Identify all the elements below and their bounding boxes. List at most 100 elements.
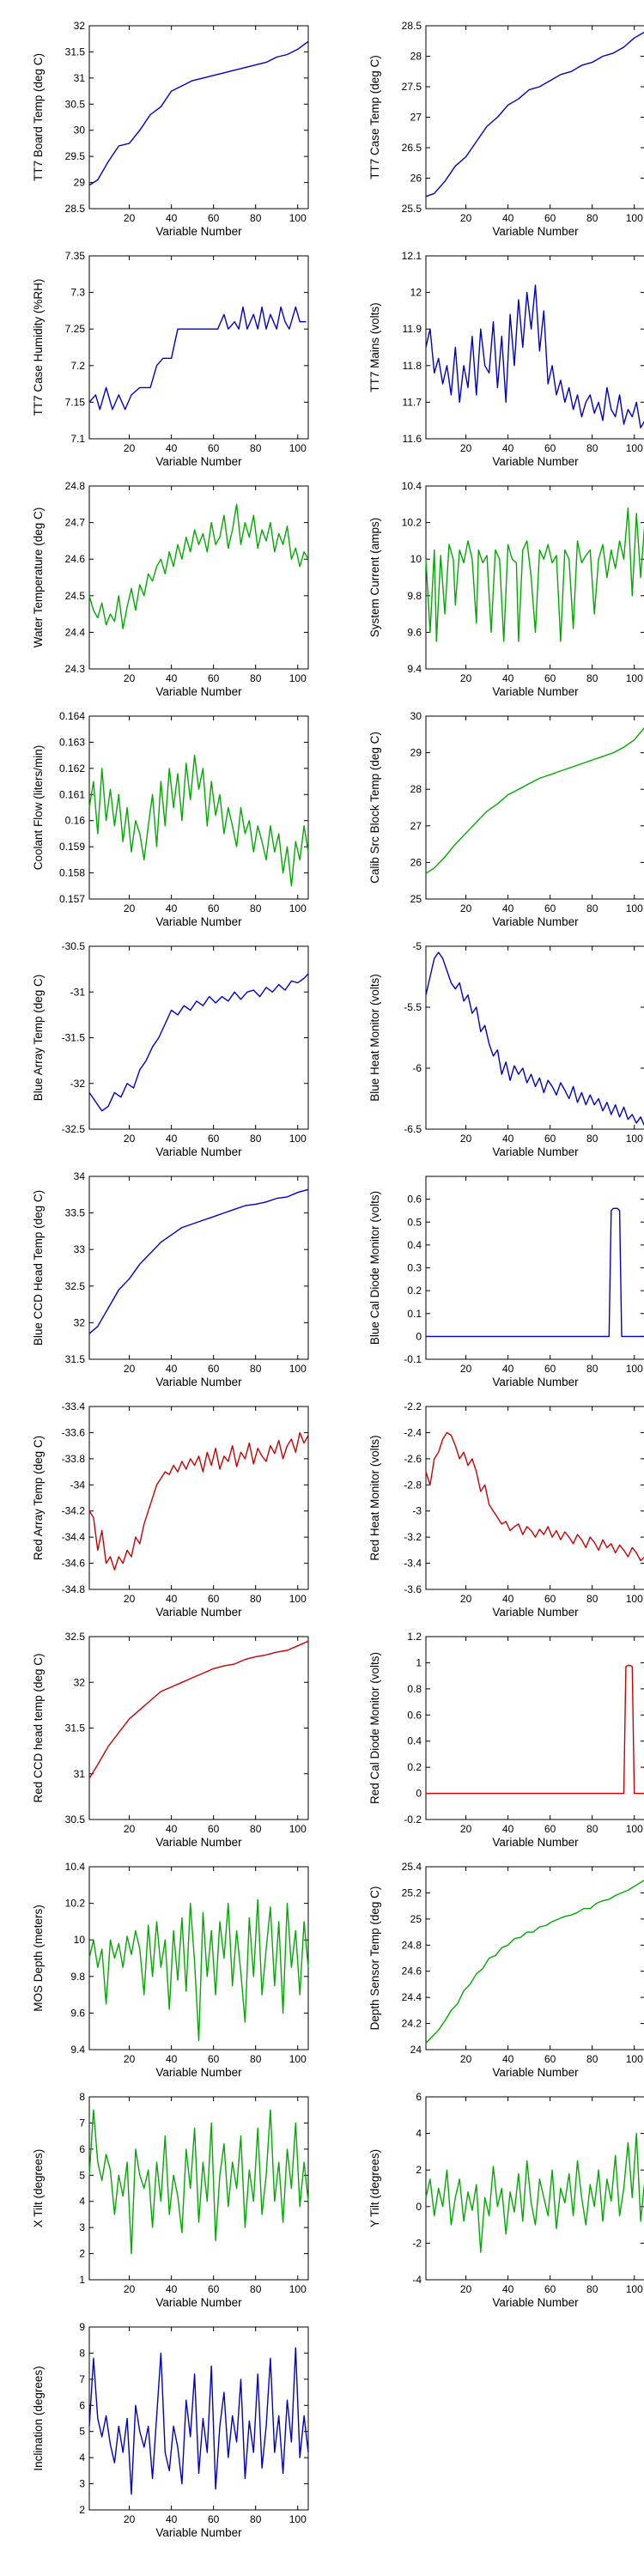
y-tick-label: 7.15 [65,396,86,408]
y-tick-label: 11.8 [403,360,422,372]
x-tick-label: 20 [124,1593,136,1605]
y-tick-label: 8 [79,2091,85,2103]
y-tick-label: 32.5 [65,1631,86,1643]
y-tick-label: 1 [79,2274,85,2286]
y-tick-label: 26.5 [402,142,422,154]
y-tick-label: 7.1 [70,433,85,445]
y-tick-label: 0.3 [407,1262,422,1274]
x-tick-label: 80 [586,1133,598,1145]
x-tick-label: 40 [502,672,514,684]
y-tick-label: 31.5 [65,1722,86,1735]
y-tick-label: 32 [74,20,86,32]
series-line [425,507,644,642]
y-tick-label: 1 [416,1656,422,1668]
series-line [88,1899,309,2042]
x-tick-label: 20 [124,2053,136,2065]
x-tick-label: 80 [250,2053,262,2065]
chart-panel-2: 28.5 28 27.5 27 26.5 26 25.5 20 40 60 80 100 Variabl… [368,20,644,238]
y-tick-label: 27 [410,820,422,832]
plot-area [88,1176,309,1360]
chart-panel-14: -2.2 -2.4 -2.6 -2.8 -3 -3.2 -3.4 -3.6 20 40 60 80 10… [368,1400,644,1619]
plot-area [88,2326,309,2511]
y-axis-label: Red CCD head temp (deg C) [32,1653,45,1802]
x-tick-label: 100 [289,2053,307,2065]
y-tick-label: -32 [70,1078,86,1090]
y-tick-label: 24.4 [65,626,86,638]
x-tick-label: 40 [166,212,178,224]
y-tick-label: 27.5 [402,81,422,93]
y-axis-label: System Current (amps) [368,518,381,638]
chart-panel-17: 10.4 10.2 10 9.8 9.6 9.4 20 40 60 80 100 Variable N… [32,1861,309,2079]
x-tick-label: 60 [544,902,556,914]
x-tick-label: 100 [626,902,643,914]
x-tick-label: 80 [586,212,598,224]
y-tick-label: 11.9 [403,323,422,335]
y-tick-label: -34.2 [62,1505,86,1517]
x-tick-label: 60 [208,672,220,684]
x-tick-label: 40 [166,1823,178,1835]
y-tick-label: -6 [412,1062,422,1074]
y-tick-label: 0 [416,2201,422,2213]
x-tick-label: 80 [250,902,262,914]
chart-panel-10: -5 -5.5 -6 -6.5 20 40 60 80 100 Variable Number Bl… [368,940,644,1158]
series-line [425,2132,644,2253]
y-tick-label: -34.6 [62,1558,86,1570]
x-tick-label: 20 [124,902,136,914]
y-axis-label: Y Tilt (degrees) [368,2149,381,2227]
y-tick-label: 30.5 [65,1814,86,1826]
x-tick-label: 100 [626,1823,643,1835]
y-tick-label: 30.5 [65,98,86,110]
y-tick-label: 11.6 [403,433,422,445]
y-tick-label: 33 [74,1243,86,1255]
chart-panel-13: -33.4 -33.6 -33.8 -34 -34.2 -34.4 -34.6 -34.8 20… [32,1400,309,1619]
x-tick-label: 20 [460,212,472,224]
x-tick-label: 100 [289,902,307,914]
x-tick-label: 100 [289,1593,307,1605]
x-tick-label: 20 [124,2513,136,2525]
y-tick-label: -2.4 [404,1426,422,1438]
x-tick-label: 100 [289,1133,307,1145]
y-tick-label: -3 [412,1505,422,1517]
x-tick-label: 80 [586,2053,598,2065]
y-tick-label: -4 [412,2274,422,2286]
y-tick-label: 8 [79,2347,85,2359]
y-tick-label: 0.5 [407,1216,422,1228]
x-tick-label: 80 [586,442,598,454]
x-tick-label: 60 [544,1823,556,1835]
x-axis-label: Variable Number [492,1836,579,1849]
y-tick-label: 10.2 [65,1898,86,1910]
y-tick-label: 10.4 [402,480,422,492]
y-tick-label: -2.8 [404,1479,422,1491]
x-tick-label: 60 [544,1593,556,1605]
x-tick-label: 80 [250,1363,262,1375]
y-tick-label: 12.1 [402,250,422,262]
x-tick-label: 40 [502,1133,514,1145]
x-tick-label: 80 [586,2283,598,2295]
y-axis-label: Calib Src Block Temp (deg C) [368,732,381,884]
y-tick-label: 9.8 [407,590,422,602]
y-tick-label: 30 [74,125,86,137]
y-tick-label: -33.8 [62,1453,86,1465]
x-axis-label: Variable Number [155,1376,242,1388]
y-tick-label: 9.6 [70,2007,85,2019]
y-tick-label: 6 [79,2143,85,2155]
x-tick-label: 40 [502,1593,514,1605]
chart-panel-12: 0.6 0.5 0.4 0.3 0.2 0.1 0 -0.1 20 40 60 80 100 Variab… [368,1176,644,1388]
y-tick-label: 0.162 [59,762,85,775]
plot-area [425,715,644,900]
series-line [88,306,307,410]
x-axis-label: Variable Number [155,1145,242,1158]
x-tick-label: 60 [544,1133,556,1145]
x-tick-label: 60 [208,212,220,224]
y-tick-label: 9 [79,2321,85,2333]
x-axis-label: Variable Number [155,1606,242,1619]
y-tick-label: 28.5 [65,203,86,215]
y-tick-label: -0.2 [404,1814,422,1826]
series-line [425,284,644,428]
y-tick-label: -33.4 [62,1400,86,1413]
plot-area [88,945,309,1130]
y-tick-label: 0.6 [407,1709,422,1721]
y-tick-label: 28 [410,51,422,63]
x-axis-label: Variable Number [155,1836,242,1849]
y-tick-label: 9.4 [70,2044,85,2056]
